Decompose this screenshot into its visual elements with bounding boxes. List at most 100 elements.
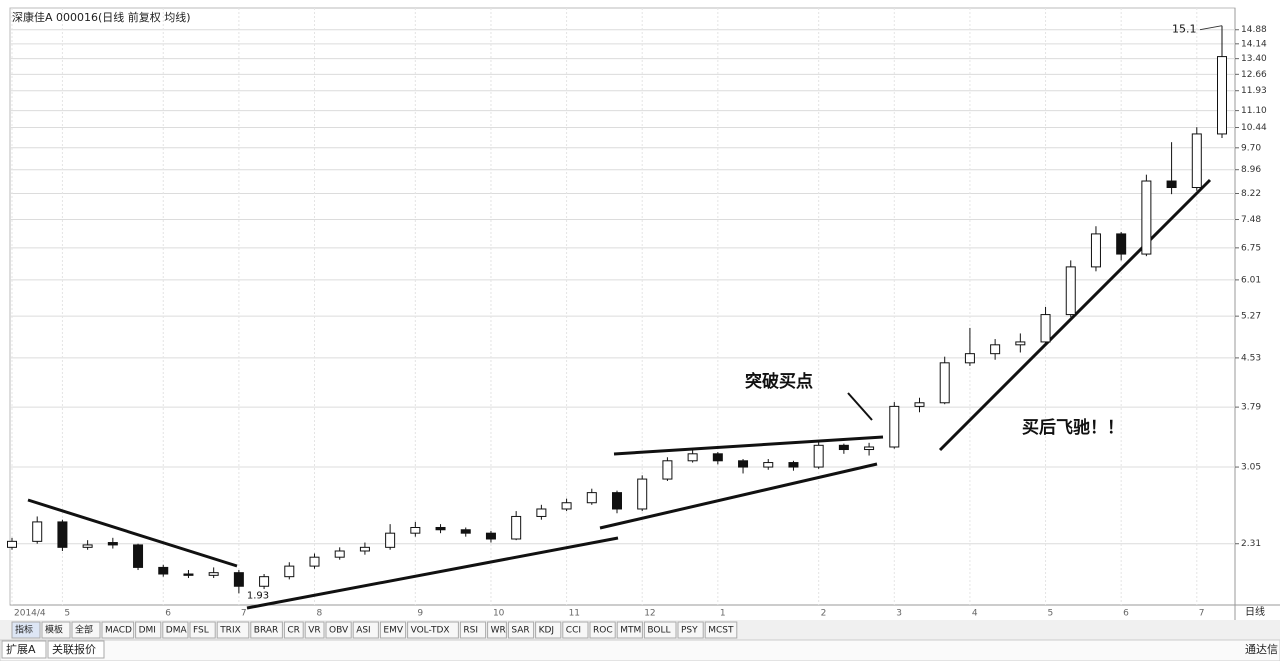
x-tick-label: 2 — [821, 609, 827, 619]
y-tick-label: 6.01 — [1241, 275, 1261, 285]
candle-body — [914, 402, 925, 407]
statusbar — [0, 639, 1280, 662]
candle-body — [990, 344, 1001, 355]
candle-body — [1015, 341, 1026, 346]
bottom-tab-label: 扩展A — [6, 642, 36, 656]
tab[interactable] — [616, 621, 643, 639]
candle-body — [1040, 314, 1051, 343]
x-tick-label: 7 — [241, 609, 247, 619]
tab-label: 指标 — [15, 624, 33, 636]
chart-title: 深康佳A 000016(日线 前复权 均线) — [12, 10, 191, 24]
y-tick-label: 9.70 — [1241, 143, 1261, 153]
candle-body — [612, 492, 622, 510]
tab-label: 全部 — [75, 624, 93, 636]
tab-bar: 指标 模板 全部 MACD DMI DMA FSL TRIX BRAR CR VR OBV ASI EMV… — [1, 621, 738, 659]
tab-label: VR — [308, 626, 320, 636]
tab[interactable] — [11, 621, 41, 639]
y-tick-label: 7.48 — [1241, 215, 1261, 225]
tab-label: BRAR — [254, 626, 278, 636]
y-tick-label: 11.10 — [1241, 106, 1267, 116]
candle-body — [158, 566, 169, 575]
tab-label: RSI — [463, 626, 478, 636]
candle-body — [485, 532, 496, 540]
tab[interactable] — [135, 621, 162, 639]
candle-body — [738, 460, 749, 468]
tab-label: WR — [491, 626, 506, 636]
tab[interactable] — [507, 621, 535, 639]
candle-body — [359, 546, 370, 552]
bottom-tab[interactable] — [1, 640, 47, 659]
trend-line — [246, 536, 619, 610]
bottom-tab[interactable] — [47, 640, 105, 659]
y-tick-label: 5.27 — [1241, 312, 1261, 322]
tab-label: BOLL — [647, 626, 670, 636]
tab[interactable] — [379, 621, 407, 639]
candle-body — [763, 462, 774, 468]
x-tick-label: 2014/4 — [14, 609, 46, 619]
tab[interactable] — [101, 621, 135, 639]
tab[interactable] — [283, 621, 304, 639]
candle-body — [460, 529, 471, 534]
tab[interactable] — [562, 621, 589, 639]
y-tick-label: 14.88 — [1241, 25, 1267, 35]
tab[interactable] — [216, 621, 250, 639]
tab-label: OBV — [329, 626, 349, 636]
x-tick-label: 10 — [493, 609, 505, 619]
trend-line — [27, 498, 238, 568]
annotation: 买后飞驰！！ — [1022, 417, 1124, 438]
candle-body — [838, 444, 849, 451]
x-tick-label: 9 — [417, 609, 423, 619]
candle-body — [1065, 266, 1076, 316]
low-label: 1.93 — [247, 590, 269, 601]
candle-body — [334, 550, 345, 558]
tab-label: MTM — [620, 626, 641, 636]
tab[interactable] — [162, 621, 189, 639]
high-label: 15.1 — [1172, 23, 1197, 36]
tab[interactable] — [352, 621, 379, 639]
tab[interactable] — [643, 621, 677, 639]
candle-body — [107, 542, 118, 546]
x-tick-label: 6 — [1123, 609, 1129, 619]
candle-body — [561, 502, 572, 510]
y-tick-label: 6.75 — [1241, 243, 1261, 253]
tab[interactable] — [189, 621, 216, 639]
tab-label: ROC — [593, 626, 613, 636]
candle-body — [964, 353, 975, 364]
arrow — [847, 392, 873, 421]
candle-body — [57, 521, 68, 548]
tab[interactable] — [589, 621, 616, 639]
tab[interactable] — [41, 621, 71, 639]
tab[interactable] — [459, 621, 487, 639]
candle-body — [712, 453, 723, 462]
period-label: 日线 — [1245, 605, 1265, 618]
x-tick-label: 7 — [1199, 609, 1205, 619]
candle-body — [233, 572, 244, 587]
leader — [1199, 25, 1223, 31]
candle-body — [662, 460, 673, 480]
tab[interactable] — [71, 621, 101, 639]
tab[interactable] — [487, 621, 507, 639]
candle-body — [284, 565, 295, 578]
tab-label: KDJ — [539, 626, 555, 636]
tab[interactable] — [325, 621, 352, 639]
tab[interactable] — [407, 621, 459, 639]
tab[interactable] — [677, 621, 704, 639]
candle-body — [1217, 56, 1227, 135]
candle-body — [511, 515, 522, 540]
x-tick-label: 12 — [644, 609, 655, 619]
x-tick-label: 5 — [1048, 609, 1054, 619]
candle-body — [259, 576, 270, 587]
tab-label: TRIX — [219, 626, 241, 636]
tab-label: ASI — [356, 626, 371, 636]
y-tick-label: 8.96 — [1241, 165, 1261, 175]
tab[interactable] — [250, 621, 283, 639]
y-tick-label: 3.79 — [1241, 403, 1261, 413]
tab-label: MCST — [708, 626, 734, 636]
bottom-tab-label: 关联报价 — [52, 642, 96, 656]
tab-label: FSL — [193, 626, 209, 636]
tab[interactable] — [304, 621, 325, 639]
candle-body — [82, 544, 93, 548]
tab[interactable] — [704, 621, 738, 639]
tab[interactable] — [535, 621, 562, 639]
